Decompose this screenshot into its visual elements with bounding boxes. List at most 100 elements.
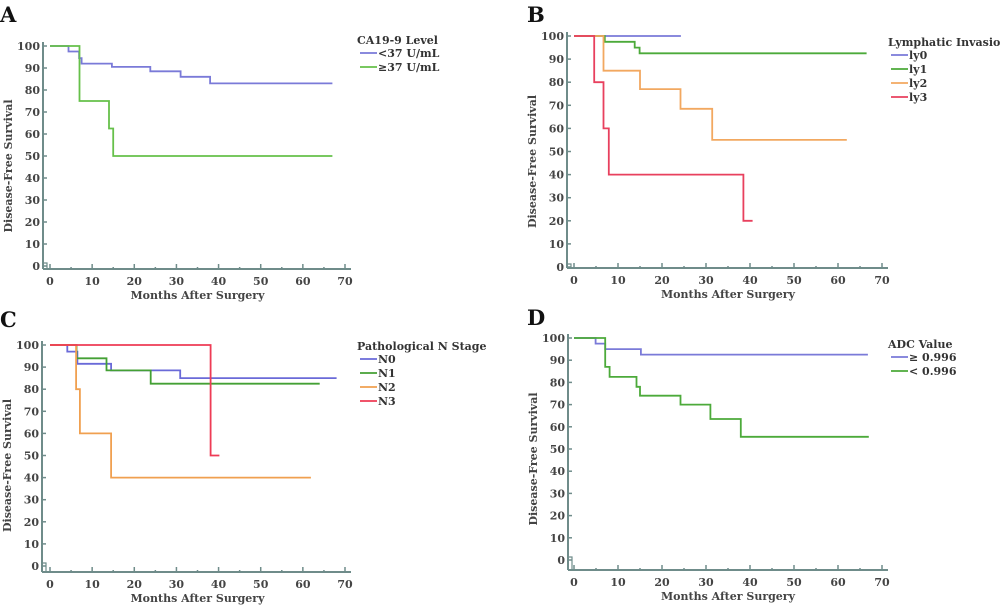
y-axis-label: Disease-Free Survival [1,399,14,532]
y-tick-label: 10 [550,532,566,545]
panel-letter: A [0,2,17,27]
x-axis-label: Months After Surgery [130,289,265,302]
y-tick-label: 80 [549,76,565,89]
x-axis-label: Months After Surgery [661,590,796,603]
x-tick-label: 10 [84,578,100,591]
x-tick-label: 20 [654,274,670,287]
y-tick-label: 50 [549,146,565,159]
legend: ADC Value≥ 0.996< 0.996 [887,338,957,378]
origin-mark [42,562,47,572]
x-tick-label: 70 [337,275,353,288]
legend: CA19-9 Level<37 U/mL≥37 U/mL [357,34,440,74]
survival-curve-ly2 [574,35,847,141]
legend-label: ≥ 0.996 [909,351,957,364]
x-tick-label: 30 [698,576,714,589]
y-tick-label: 50 [25,150,41,163]
survival-curve-ly3 [574,35,753,222]
x-tick-label: 60 [830,576,846,589]
x-tick-label: 70 [874,576,890,589]
y-tick-label: 60 [549,122,565,135]
x-tick-label: 0 [570,274,578,287]
legend-label: ly1 [909,63,927,76]
x-tick-label: 50 [786,576,802,589]
y-tick-label: 0 [557,554,565,567]
panel-B: B 0 10 20 30 40 50 60 70 80 90 100 0 10 20 30 40 50 60 70 Mo… [526,2,1000,301]
y-tick-label: 20 [549,215,565,228]
x-tick-label: 0 [46,275,54,288]
x-tick-label: 60 [830,274,846,287]
panel-C: C 0 10 20 30 40 50 60 70 80 90 100 0 10 20 30 40 50 60 70 Mo… [0,307,486,605]
y-tick-label: 60 [24,427,40,440]
panel-A: A 0 10 20 30 40 50 60 70 80 90 100 0 10 20 30 40 50 60 70 Mo… [0,2,440,302]
legend-label: <37 U/mL [378,47,440,60]
x-tick-label: 70 [337,578,353,591]
x-tick-label: 10 [610,274,626,287]
x-tick-label: 40 [211,275,227,288]
legend-label: ≥37 U/mL [378,61,440,74]
y-tick-label: 80 [24,383,40,396]
x-tick-label: 40 [211,578,227,591]
y-tick-label: 90 [550,354,566,367]
legend-title: CA19-9 Level [357,34,438,47]
legend-label: N2 [378,381,396,394]
x-tick-label: 60 [295,578,311,591]
panel-letter: B [527,2,545,27]
y-tick-label: 10 [25,238,41,251]
y-tick-label: 30 [24,494,40,507]
x-tick-label: 40 [742,274,758,287]
y-tick-label: 90 [549,53,565,66]
origin-mark [43,262,48,269]
y-tick-label: 70 [24,405,40,418]
x-tick-label: 60 [295,275,311,288]
survival-curve-n3 [50,344,220,457]
x-tick-label: 30 [698,274,714,287]
x-tick-label: 30 [169,275,185,288]
y-tick-label: 50 [550,443,566,456]
y-tick-label: 80 [25,84,41,97]
y-tick-label: 70 [550,399,566,412]
y-tick-label: 0 [32,260,40,273]
survival-curve--37-u-ml [50,45,333,157]
x-tick-label: 30 [169,578,185,591]
y-tick-label: 0 [556,261,564,274]
y-tick-label: 70 [25,106,41,119]
y-tick-label: 0 [31,560,39,573]
legend-label: N1 [378,367,396,380]
panel-letter: C [0,307,17,332]
x-tick-label: 50 [786,274,802,287]
y-tick-label: 20 [24,516,40,529]
x-tick-label: 20 [654,576,670,589]
y-tick-label: 90 [25,62,41,75]
y-tick-label: 10 [549,238,565,251]
survival-curve-n2 [50,344,311,479]
y-tick-label: 50 [24,450,40,463]
survival-curve-ly1 [574,35,867,55]
x-tick-label: 20 [127,275,143,288]
x-tick-label: 10 [84,275,100,288]
y-axis-label: Disease-Free Survival [527,392,540,525]
x-tick-label: 10 [610,576,626,589]
y-tick-label: 40 [550,465,566,478]
y-tick-label: 40 [25,172,41,185]
legend-label: ly2 [909,77,927,90]
y-tick-label: 20 [550,510,566,523]
legend-title: Lymphatic Invasion [888,36,1000,49]
x-tick-label: 50 [253,275,269,288]
y-tick-label: 90 [24,361,40,374]
x-axis-label: Months After Surgery [661,288,796,301]
y-tick-label: 10 [24,538,40,551]
y-tick-label: 80 [550,376,566,389]
x-tick-label: 0 [570,576,578,589]
legend-title: ADC Value [887,338,953,351]
y-tick-label: 30 [550,487,566,500]
legend-label: < 0.996 [909,365,957,378]
legend-label: ly0 [909,49,928,62]
y-tick-label: 40 [24,472,40,485]
y-tick-label: 100 [16,339,39,352]
y-axis-label: Disease-Free Survival [2,99,15,232]
x-tick-label: 0 [46,578,54,591]
